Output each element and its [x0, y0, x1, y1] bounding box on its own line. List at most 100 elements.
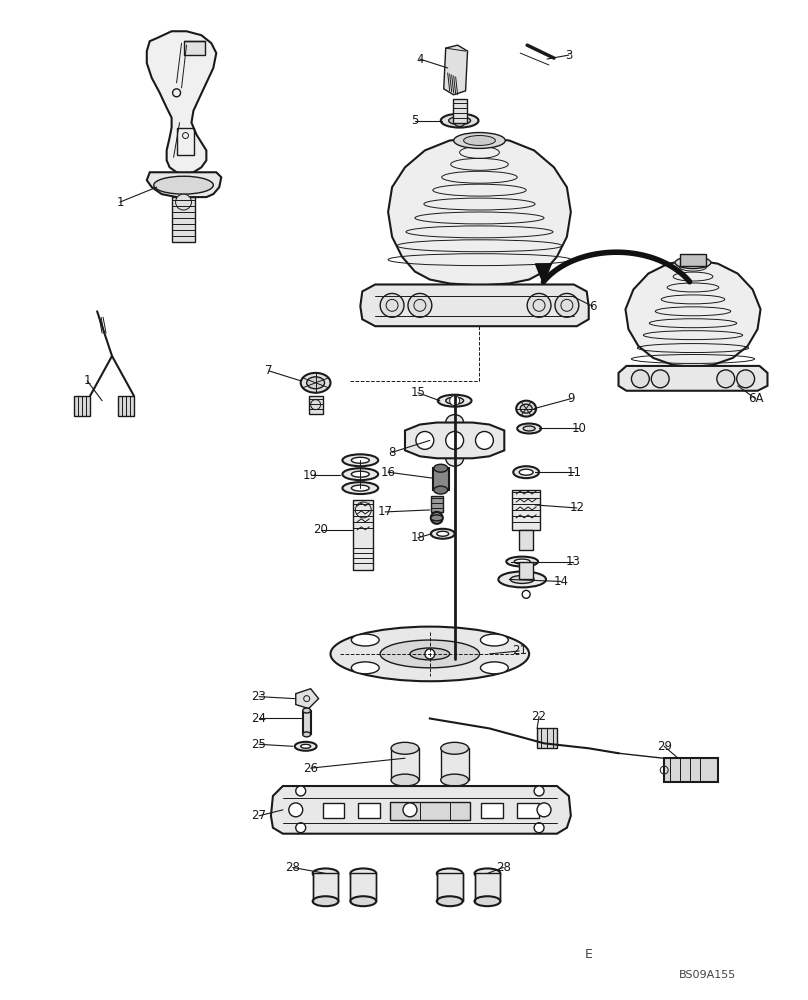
Ellipse shape [675, 257, 711, 269]
Bar [520, 562, 533, 579]
Polygon shape [625, 260, 760, 367]
Circle shape [475, 431, 494, 449]
Polygon shape [405, 423, 504, 458]
Ellipse shape [513, 466, 539, 478]
Ellipse shape [351, 896, 377, 906]
Bar [390, 802, 469, 820]
Ellipse shape [464, 136, 495, 145]
Ellipse shape [301, 744, 310, 748]
Ellipse shape [351, 868, 377, 878]
Text: 28: 28 [285, 861, 301, 874]
Circle shape [175, 194, 191, 210]
Ellipse shape [440, 774, 469, 786]
Bar [309, 396, 322, 414]
Ellipse shape [351, 457, 369, 463]
Ellipse shape [499, 572, 546, 587]
Ellipse shape [351, 662, 379, 674]
Ellipse shape [391, 742, 419, 754]
Ellipse shape [440, 742, 469, 754]
Ellipse shape [446, 397, 464, 404]
Ellipse shape [307, 377, 325, 389]
Bar [520, 530, 533, 550]
Ellipse shape [437, 531, 448, 536]
Bar [353, 500, 373, 570]
Polygon shape [360, 284, 589, 326]
Circle shape [296, 823, 305, 833]
Text: 11: 11 [566, 466, 581, 479]
Text: 17: 17 [377, 505, 393, 518]
Bar [303, 711, 310, 734]
Polygon shape [618, 366, 768, 391]
Ellipse shape [313, 896, 339, 906]
Ellipse shape [472, 431, 494, 449]
Text: 18: 18 [410, 531, 425, 544]
Polygon shape [537, 728, 557, 748]
Polygon shape [536, 264, 551, 284]
Ellipse shape [481, 634, 508, 646]
Bar [482, 803, 503, 818]
Ellipse shape [343, 482, 378, 494]
Ellipse shape [437, 896, 463, 906]
Text: 25: 25 [251, 738, 267, 751]
Ellipse shape [507, 557, 538, 567]
Text: 24: 24 [251, 712, 267, 725]
Polygon shape [74, 396, 90, 416]
Ellipse shape [520, 404, 532, 413]
Circle shape [446, 431, 464, 449]
Polygon shape [118, 396, 134, 416]
Bar [358, 803, 381, 818]
Bar [512, 490, 540, 530]
Text: 13: 13 [566, 555, 580, 568]
Bar [437, 873, 463, 901]
Bar [420, 803, 442, 818]
Text: 28: 28 [496, 861, 511, 874]
Text: 1: 1 [83, 374, 91, 387]
Ellipse shape [330, 627, 529, 681]
Ellipse shape [516, 401, 536, 417]
Ellipse shape [446, 450, 464, 466]
Text: 26: 26 [303, 762, 318, 775]
Ellipse shape [410, 648, 450, 660]
Ellipse shape [343, 454, 378, 466]
Circle shape [651, 370, 669, 388]
Ellipse shape [295, 742, 317, 751]
Text: 20: 20 [314, 523, 328, 536]
Ellipse shape [416, 431, 438, 449]
Polygon shape [147, 31, 217, 174]
Ellipse shape [481, 662, 508, 674]
Circle shape [631, 370, 650, 388]
Text: 21: 21 [511, 644, 527, 657]
Circle shape [534, 823, 544, 833]
Circle shape [416, 431, 434, 449]
Ellipse shape [351, 485, 369, 491]
Bar [664, 758, 718, 782]
Text: 5: 5 [411, 114, 419, 127]
Ellipse shape [520, 469, 533, 475]
Bar [313, 873, 339, 901]
Ellipse shape [313, 868, 339, 878]
Text: 22: 22 [532, 710, 546, 723]
Ellipse shape [431, 529, 455, 539]
Polygon shape [444, 45, 468, 95]
Ellipse shape [303, 708, 310, 713]
Ellipse shape [440, 114, 478, 128]
Text: 27: 27 [251, 809, 267, 822]
Ellipse shape [438, 395, 472, 407]
Circle shape [555, 293, 579, 317]
Bar [322, 803, 344, 818]
Bar [433, 468, 448, 490]
Circle shape [403, 803, 417, 817]
Text: 29: 29 [657, 740, 671, 753]
Text: 1: 1 [116, 196, 124, 209]
Polygon shape [147, 172, 221, 197]
Text: 6: 6 [589, 300, 596, 313]
Circle shape [527, 293, 551, 317]
Ellipse shape [351, 634, 379, 646]
Text: 8: 8 [389, 446, 396, 459]
Ellipse shape [351, 471, 369, 477]
Text: 15: 15 [410, 386, 425, 399]
Circle shape [537, 803, 551, 817]
Circle shape [408, 293, 431, 317]
Text: 3: 3 [565, 49, 573, 62]
Bar [474, 873, 500, 901]
